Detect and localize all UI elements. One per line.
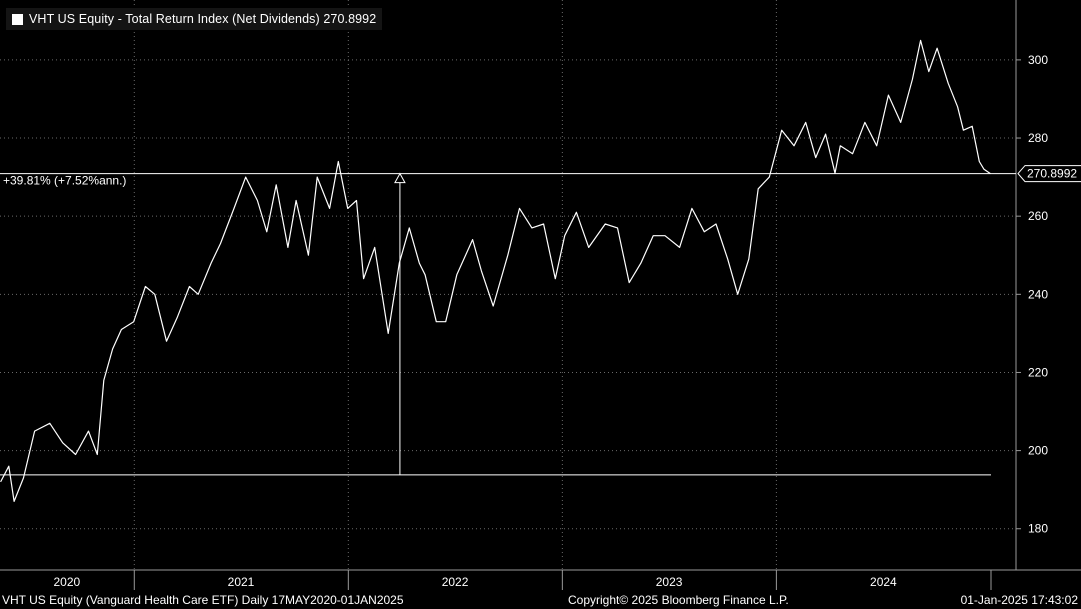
- legend-text: VHT US Equity - Total Return Index (Net …: [29, 12, 377, 26]
- y-tick-label: 240: [1028, 287, 1048, 301]
- x-period-label: 2024: [870, 575, 897, 589]
- last-value-marker: 270.8992: [1017, 165, 1081, 183]
- annotation-text: +39.81% (+7.52%ann.): [3, 174, 126, 188]
- y-tick-label: 300: [1028, 53, 1048, 67]
- x-axis: 2020 2021 2022 2023 2024: [0, 569, 1081, 590]
- x-period-label: 2020: [53, 575, 80, 589]
- y-axis: 180 200 220 240 260 280 300: [1015, 0, 1048, 570]
- footer-copyright: Copyright© 2025 Bloomberg Finance L.P.: [568, 593, 789, 607]
- x-period-label: 2022: [442, 575, 469, 589]
- footer: VHT US Equity (Vanguard Health Care ETF)…: [0, 592, 1081, 609]
- annotation-arrow-head: [394, 172, 406, 184]
- footer-security-info: VHT US Equity (Vanguard Health Care ETF)…: [2, 593, 404, 607]
- y-tick-label: 200: [1028, 444, 1048, 458]
- y-tick-label: 220: [1028, 365, 1048, 379]
- footer-timestamp: 01-Jan-2025 17:43:02: [960, 593, 1078, 607]
- last-value-badge: [1017, 165, 1081, 183]
- y-tick-label: 280: [1028, 131, 1048, 145]
- last-value-label: 270.8992: [1027, 167, 1077, 181]
- grid: [0, 0, 1016, 570]
- y-tick-label: 260: [1028, 209, 1048, 223]
- y-tick-label: 180: [1028, 522, 1048, 536]
- series-layer: [0, 39, 991, 502]
- x-period-label: 2021: [228, 575, 255, 589]
- x-period-label: 2023: [656, 575, 683, 589]
- legend-swatch: [12, 13, 23, 25]
- legend: VHT US Equity - Total Return Index (Net …: [6, 8, 383, 30]
- series-line: [0, 39, 991, 502]
- return-annotation: +39.81% (+7.52%ann.): [0, 172, 1016, 476]
